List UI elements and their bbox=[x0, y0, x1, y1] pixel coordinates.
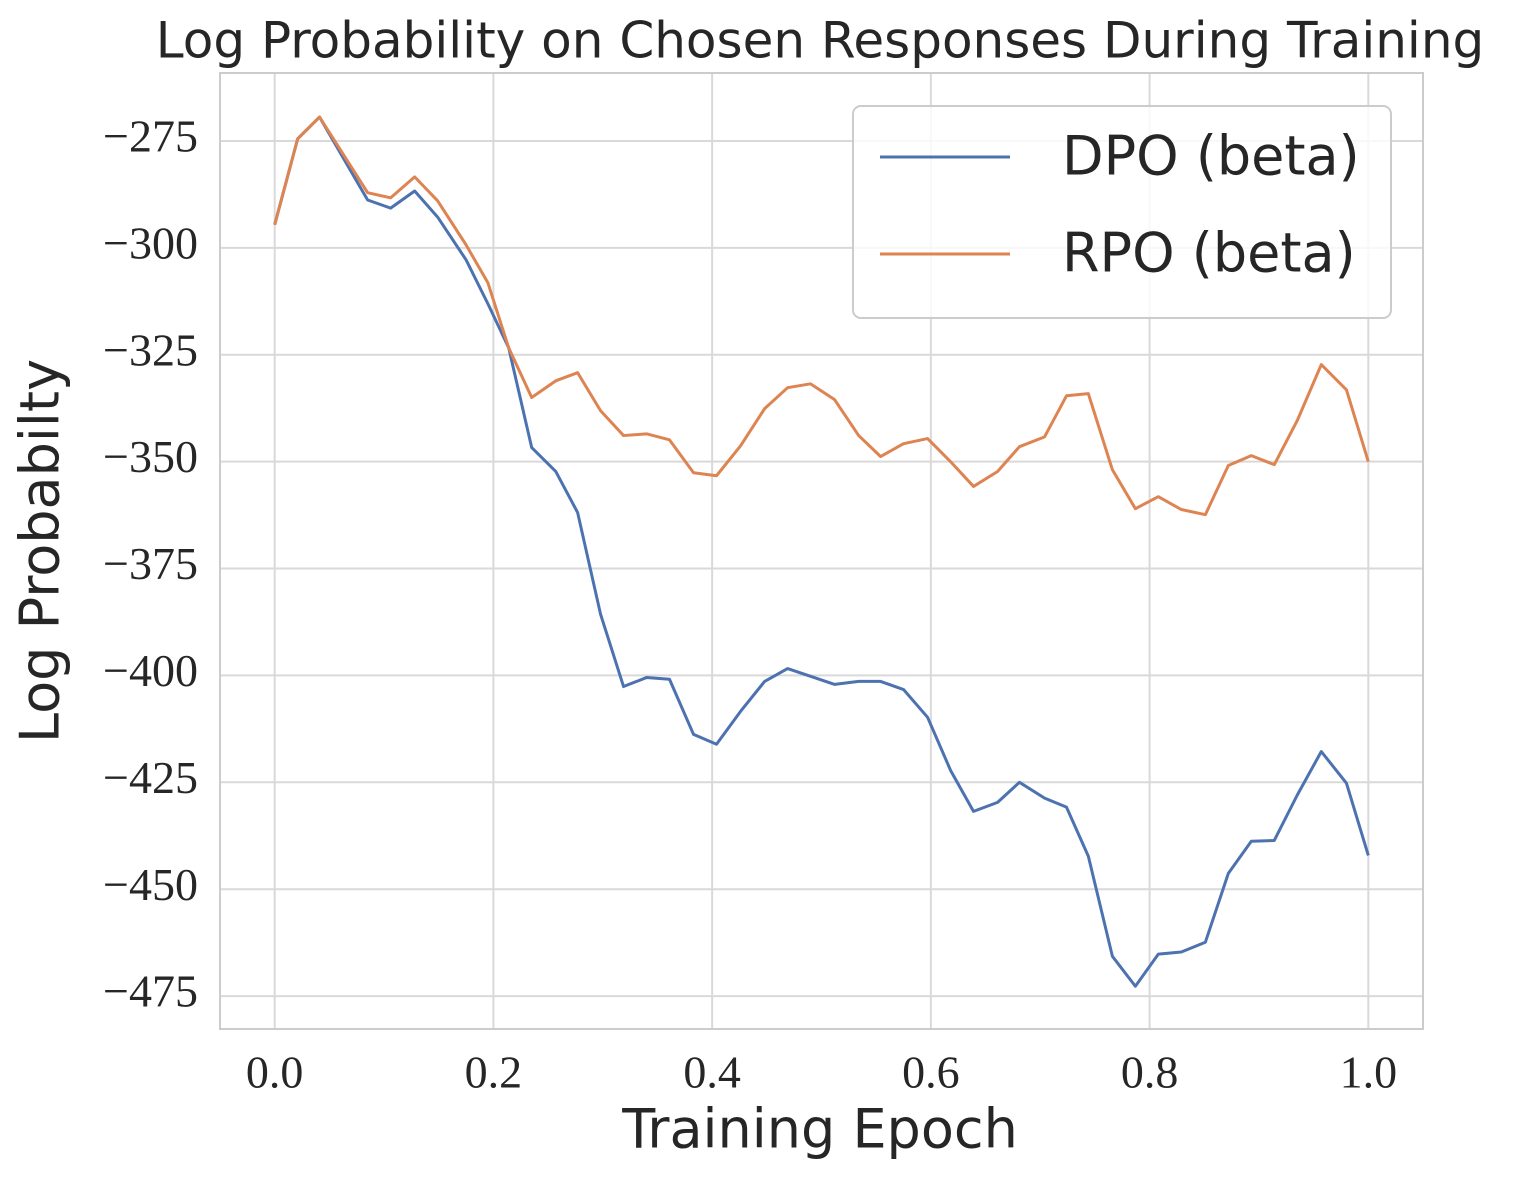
line-series bbox=[273, 115, 1370, 988]
grid bbox=[220, 73, 1423, 1029]
legend-label: DPO (beta) bbox=[1062, 125, 1360, 188]
y-tick-label: −425 bbox=[103, 752, 198, 803]
chart-title: Log Probability on Chosen Responses Duri… bbox=[156, 12, 1485, 70]
y-tick-label: −475 bbox=[103, 966, 198, 1017]
x-tick-label: 0.8 bbox=[1121, 1047, 1179, 1098]
x-tick-label: 0.4 bbox=[683, 1047, 741, 1098]
line-series bbox=[273, 115, 1370, 517]
y-tick-label: −300 bbox=[103, 217, 198, 268]
x-axis-label: Training Epoch bbox=[621, 1098, 1018, 1161]
x-tick-label: 1.0 bbox=[1340, 1047, 1398, 1098]
y-tick-label: −275 bbox=[103, 111, 198, 162]
x-tick-label: 0.6 bbox=[902, 1047, 960, 1098]
plot-frame bbox=[219, 72, 1424, 1030]
x-tick-label: 0.2 bbox=[465, 1047, 523, 1098]
y-tick-label: −325 bbox=[103, 324, 198, 375]
legend: DPO (beta) RPO (beta) bbox=[852, 105, 1392, 319]
legend-box bbox=[852, 105, 1392, 319]
y-tick-label: −400 bbox=[103, 645, 198, 696]
y-tick-label: −375 bbox=[103, 538, 198, 589]
y-tick-label: −450 bbox=[103, 859, 198, 910]
legend-label: RPO (beta) bbox=[1062, 222, 1356, 285]
y-axis-label: Log Probabilty bbox=[9, 359, 72, 743]
y-tick-label: −350 bbox=[103, 431, 198, 482]
x-tick-label: 0.0 bbox=[246, 1047, 304, 1098]
